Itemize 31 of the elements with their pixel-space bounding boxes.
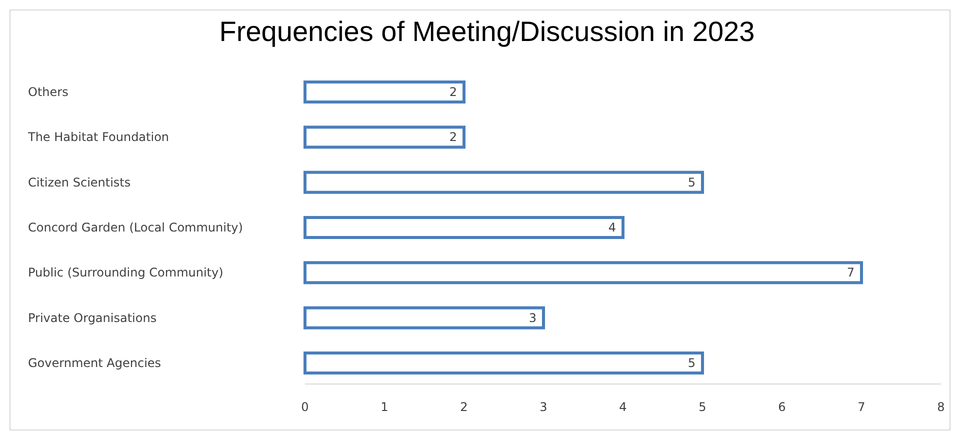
x-tick-label: 4 <box>619 400 627 414</box>
y-tick-label: The Habitat Foundation <box>27 130 170 144</box>
bar <box>304 352 704 374</box>
y-tick-label: Others <box>28 85 68 99</box>
data-label: 3 <box>528 310 536 325</box>
data-label: 5 <box>688 175 696 190</box>
y-tick-label: Government Agencies <box>28 356 162 370</box>
y-tick-label: Citizen Scientists <box>28 175 131 190</box>
x-tick-label: 6 <box>778 400 786 414</box>
bar <box>304 306 545 330</box>
data-label: 4 <box>608 220 616 234</box>
x-tick-label: 8 <box>937 400 945 414</box>
data-label: 2 <box>449 130 457 144</box>
y-tick-label: Concord Garden (Local Community) <box>28 220 243 234</box>
x-tick-label: 7 <box>858 400 866 414</box>
x-tick-label: 3 <box>540 400 548 414</box>
y-tick-label: Private Organisations <box>28 310 157 325</box>
data-label: 2 <box>449 85 457 99</box>
data-label: 5 <box>688 356 696 370</box>
data-label: 7 <box>846 266 854 280</box>
bar <box>304 261 863 284</box>
bar <box>304 126 466 149</box>
bar <box>304 216 624 239</box>
x-tick-label: 5 <box>698 400 706 414</box>
x-tick-label: 1 <box>380 400 388 414</box>
bar <box>304 80 466 104</box>
y-tick-label: Public (Surrounding Community) <box>28 266 224 280</box>
chart-title: Frequencies of Meeting/Discussion in 2023 <box>219 16 755 47</box>
bar <box>304 170 704 194</box>
x-tick-label: 0 <box>301 400 309 414</box>
x-tick-label: 2 <box>460 400 468 414</box>
